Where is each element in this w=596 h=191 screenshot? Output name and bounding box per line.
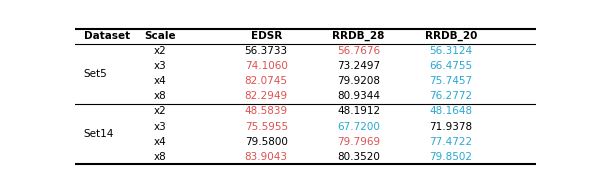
Text: x2: x2	[154, 46, 166, 56]
Text: 74.1060: 74.1060	[245, 61, 288, 71]
Text: x3: x3	[154, 121, 166, 132]
Text: 82.2949: 82.2949	[244, 91, 288, 101]
Text: 76.2772: 76.2772	[429, 91, 473, 101]
Text: 73.2497: 73.2497	[337, 61, 380, 71]
Text: 75.7457: 75.7457	[429, 76, 473, 86]
Text: 79.5800: 79.5800	[245, 137, 288, 146]
Text: 71.9378: 71.9378	[429, 121, 473, 132]
Text: 80.9344: 80.9344	[337, 91, 380, 101]
Text: 79.8502: 79.8502	[430, 152, 473, 162]
Text: 56.7676: 56.7676	[337, 46, 380, 56]
Text: 77.4722: 77.4722	[429, 137, 473, 146]
Text: 56.3733: 56.3733	[244, 46, 288, 56]
Text: 75.5955: 75.5955	[244, 121, 288, 132]
Text: 66.4755: 66.4755	[429, 61, 473, 71]
Text: Scale: Scale	[144, 31, 176, 41]
Text: 56.3124: 56.3124	[429, 46, 473, 56]
Text: EDSR: EDSR	[250, 31, 282, 41]
Text: 48.5839: 48.5839	[244, 107, 288, 117]
Text: 48.1912: 48.1912	[337, 107, 380, 117]
Text: Set5: Set5	[83, 69, 107, 79]
Text: 79.9208: 79.9208	[337, 76, 380, 86]
Text: 48.1648: 48.1648	[429, 107, 473, 117]
Text: x4: x4	[154, 76, 166, 86]
Text: 80.3520: 80.3520	[337, 152, 380, 162]
Text: x2: x2	[154, 107, 166, 117]
Text: RRDB_20: RRDB_20	[425, 31, 477, 41]
Text: RRDB_28: RRDB_28	[333, 31, 385, 41]
Text: 79.7969: 79.7969	[337, 137, 380, 146]
Text: 67.7200: 67.7200	[337, 121, 380, 132]
Text: Dataset: Dataset	[83, 31, 130, 41]
Text: 83.9043: 83.9043	[245, 152, 288, 162]
Text: 82.0745: 82.0745	[245, 76, 288, 86]
Text: x4: x4	[154, 137, 166, 146]
Text: x3: x3	[154, 61, 166, 71]
Text: Set14: Set14	[83, 129, 114, 139]
Text: x8: x8	[154, 152, 166, 162]
Text: x8: x8	[154, 91, 166, 101]
